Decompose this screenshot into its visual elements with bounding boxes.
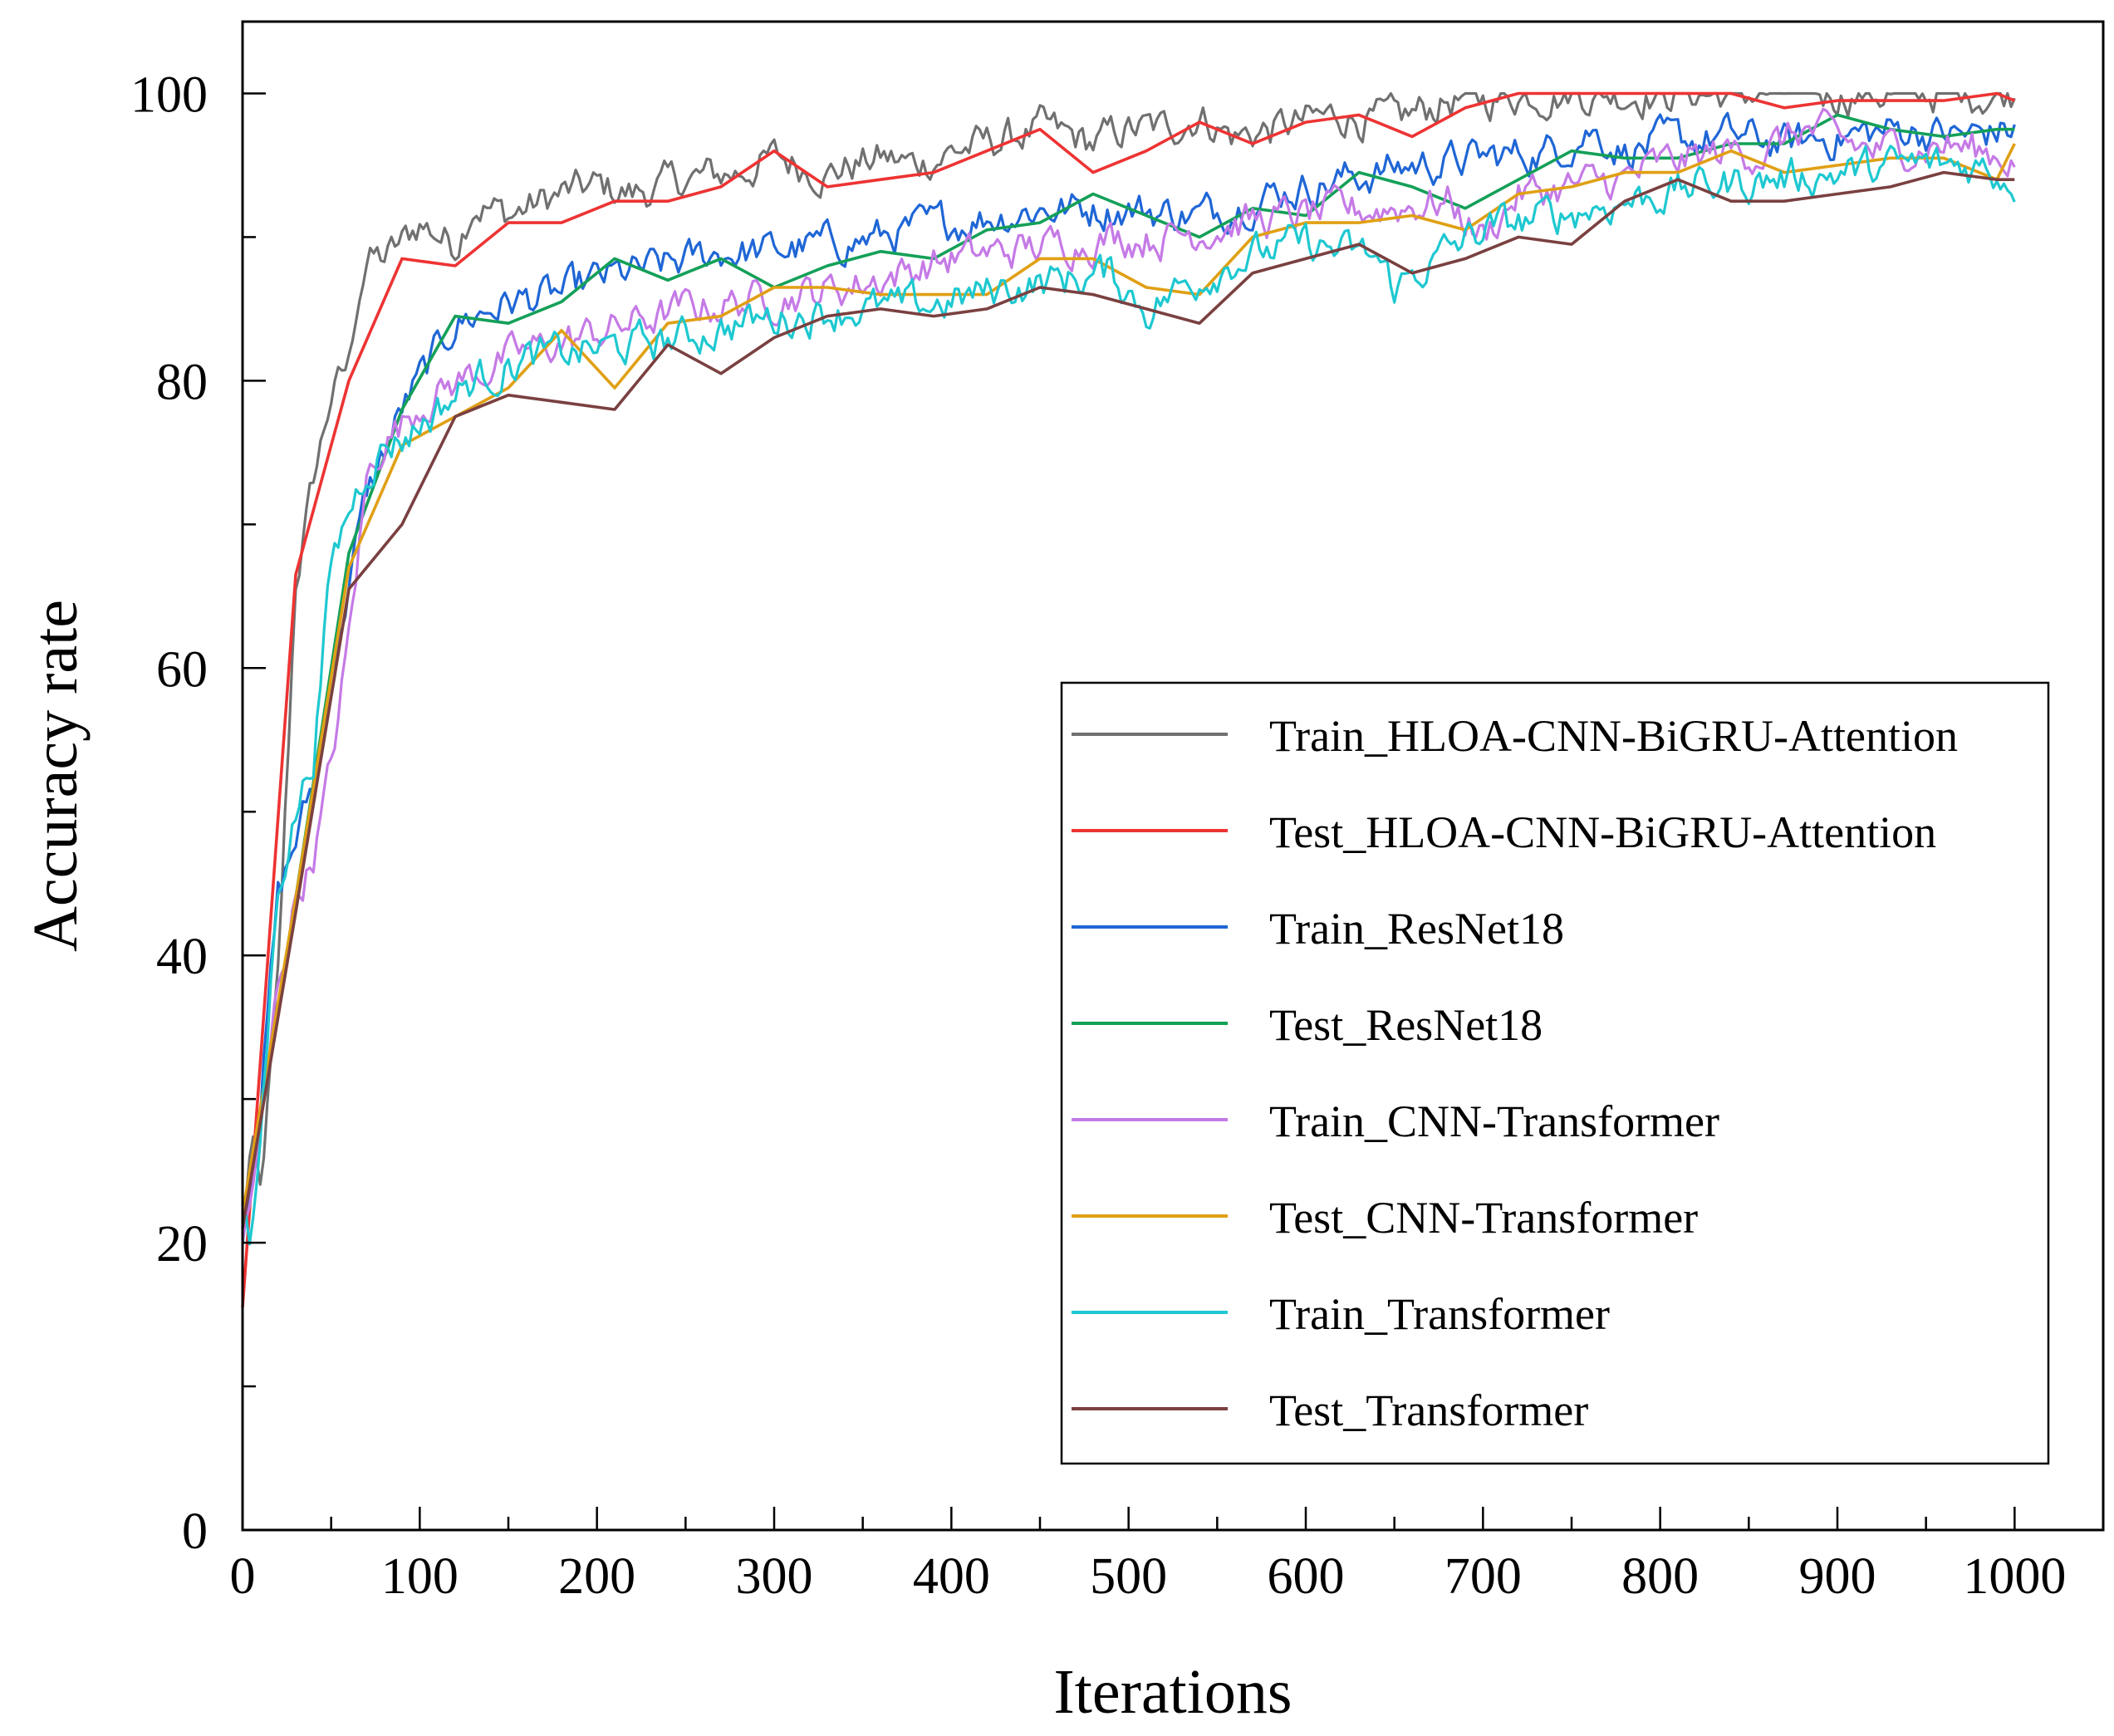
series-line-test-transformer: [241, 170, 2015, 1229]
legend-label: Train_CNN-Transformer: [1269, 1096, 1719, 1146]
legend-label: Test_Transformer: [1269, 1385, 1588, 1435]
x-tick-label: 300: [736, 1548, 813, 1605]
x-tick-label: 500: [1090, 1548, 1167, 1605]
legend-box: [1060, 681, 2050, 1465]
x-tick-label: 400: [913, 1548, 990, 1605]
x-tick-label: 1000: [1963, 1548, 2066, 1605]
y-tick-label: 20: [156, 1216, 208, 1273]
series-line-train-transformer: [241, 145, 2016, 1246]
y-tick-label: 80: [156, 354, 208, 410]
legend-label: Train_ResNet18: [1269, 904, 1564, 954]
y-tick-label: 60: [156, 641, 208, 698]
series-line-test-cnn-transformer: [241, 143, 2016, 1214]
series-line-test-hloa-cnn-bigru-attention: [241, 91, 2015, 1308]
series-line-train-cnn-transformer: [241, 107, 2016, 1242]
x-tick-label: 900: [1799, 1548, 1876, 1605]
x-tick-label: 600: [1268, 1548, 1345, 1605]
legend-label: Train_HLOA-CNN-BiGRU-Attention: [1269, 711, 1958, 761]
legend-label: Test_ResNet18: [1269, 1000, 1543, 1050]
plot-area-frame: [241, 20, 2105, 1532]
y-axis-title: Accuracy rate: [21, 600, 91, 952]
x-tick-label: 100: [381, 1548, 459, 1605]
x-tick-label: 200: [558, 1548, 635, 1605]
series-layer: [241, 91, 2016, 1308]
y-tick-label: 100: [130, 66, 208, 123]
x-tick-label: 700: [1444, 1548, 1522, 1605]
x-axis: 0 100 200 300 400 500 600 700 800 900 1000: [230, 1507, 2105, 1605]
x-tick-label: 800: [1621, 1548, 1699, 1605]
x-tick-label: 0: [230, 1548, 256, 1605]
legend-label: Test_HLOA-CNN-BiGRU-Attention: [1269, 807, 1936, 857]
y-tick-label: 0: [182, 1503, 208, 1560]
series-line-test-resnet18: [241, 113, 2015, 1222]
y-tick-label: 40: [156, 929, 208, 985]
series-line-train-resnet18: [241, 111, 2016, 1244]
y-axis: 0 20 40 60 80 100: [130, 66, 266, 1560]
legend-label: Train_Transformer: [1269, 1289, 1610, 1339]
x-axis-title: Iterations: [1053, 1657, 1292, 1727]
legend: Train_HLOA-CNN-BiGRU-Attention Test_HLOA-…: [1060, 681, 2050, 1465]
legend-label: Test_CNN-Transformer: [1269, 1193, 1698, 1243]
series-line-train-hloa-cnn-bigru-attention: [241, 91, 2016, 1224]
